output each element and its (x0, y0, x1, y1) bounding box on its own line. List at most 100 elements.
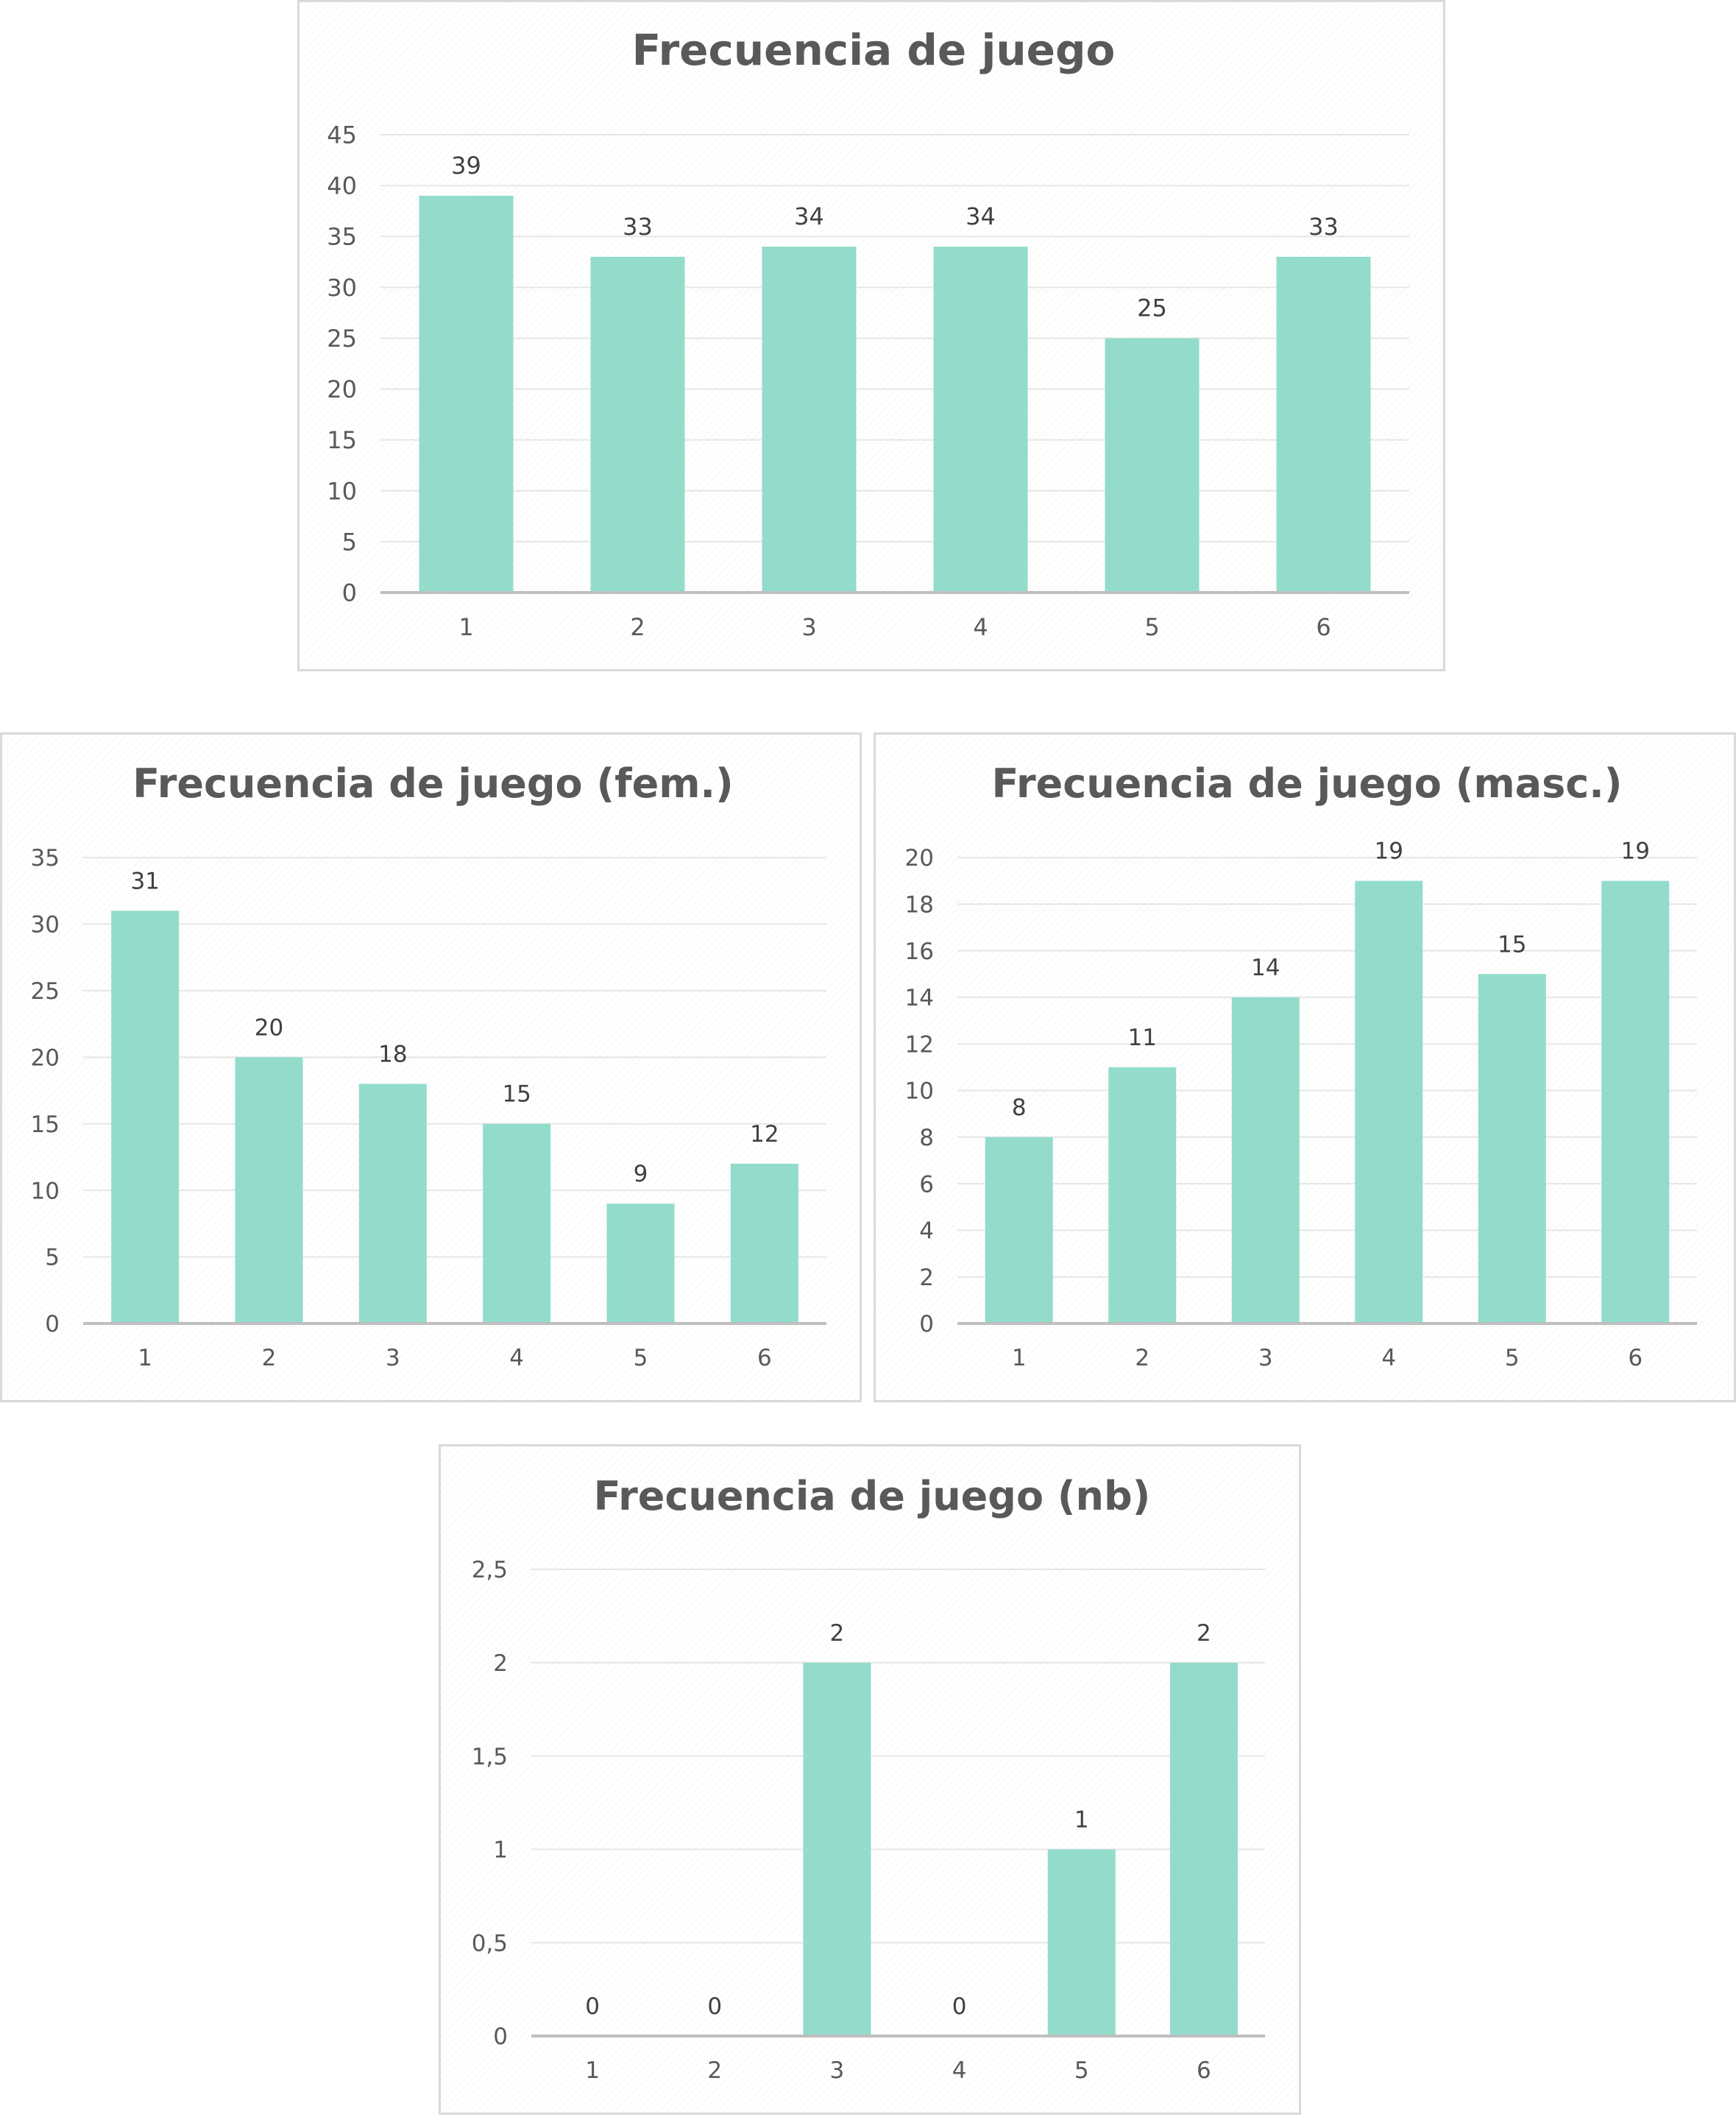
bar (419, 195, 514, 593)
y-tick-label: 6 (919, 1171, 934, 1198)
x-tick-label: 3 (1258, 1345, 1273, 1371)
data-label: 0 (585, 1993, 600, 2020)
y-tick-label: 45 (327, 121, 357, 149)
data-label: 25 (1137, 294, 1167, 322)
y-tick-label: 0 (45, 1311, 60, 1337)
y-tick-label: 5 (45, 1245, 60, 1271)
bar (1355, 880, 1423, 1323)
y-tick-label: 16 (905, 939, 934, 965)
x-tick-label: 2 (262, 1345, 277, 1371)
chart-total: Frecuencia de juego051015202530354045391… (327, 25, 1409, 641)
data-label: 2 (830, 1620, 845, 1647)
chart-panel-nb: Frecuencia de juego (nb) 0 0,5 1 1,5 2 2,5 0 1 0 2… (439, 1444, 1301, 2115)
y-tick-label: 25 (31, 978, 60, 1005)
y-tick-label: 10 (31, 1178, 60, 1204)
x-tick-label: 5 (1144, 613, 1159, 641)
data-label: 15 (502, 1081, 531, 1108)
x-tick-label: 2 (707, 2057, 722, 2084)
y-tick-label: 15 (31, 1111, 60, 1138)
data-label: 12 (750, 1121, 779, 1148)
bar (933, 247, 1028, 593)
y-tick-label: 10 (905, 1078, 934, 1105)
y-tick-label: 8 (919, 1125, 934, 1151)
x-tick-label: 3 (830, 2057, 845, 2084)
data-label: 39 (451, 152, 481, 180)
bar (803, 1662, 871, 2036)
x-tick-label: 1 (458, 613, 473, 641)
y-tick-label: 15 (327, 426, 357, 454)
y-tick-label: 2 (493, 1650, 508, 1677)
chart-panel-fem: Frecuencia de juego (fem.) 0 5 10 15 20 25 30 35… (0, 732, 862, 1402)
bar (235, 1057, 303, 1323)
x-tick-label: 3 (801, 613, 816, 641)
y-tick-label: 2,5 (472, 1557, 508, 1583)
chart-title: Frecuencia de juego (masc.) (992, 760, 1623, 807)
bar (1478, 974, 1546, 1323)
y-tick-label: 14 (905, 985, 934, 1011)
data-label: 1 (1074, 1806, 1089, 1833)
chart-title: Frecuencia de juego (nb) (594, 1473, 1151, 1519)
x-tick-label: 6 (1197, 2057, 1211, 2084)
x-tick-label: 6 (1628, 1345, 1643, 1371)
y-tick-label: 1 (493, 1837, 508, 1864)
data-label: 8 (1012, 1095, 1027, 1121)
bar (483, 1123, 551, 1323)
y-tick-label: 2 (919, 1265, 934, 1291)
chart-fem: Frecuencia de juego (fem.)05101520253035… (31, 760, 826, 1371)
chart-title: Frecuencia de juego (fem.) (132, 760, 733, 807)
y-tick-label: 1,5 (472, 1744, 508, 1770)
y-tick-label: 20 (327, 375, 357, 403)
chart-nb: Frecuencia de juego (nb) 0 0,5 1 1,5 2 2,5 0 1 0 2… (472, 1473, 1265, 2084)
x-tick-label: 1 (1012, 1345, 1027, 1371)
x-tick-label: 2 (1135, 1345, 1149, 1371)
data-label: 20 (255, 1014, 283, 1041)
data-label: 18 (378, 1041, 407, 1067)
bar (730, 1163, 798, 1323)
bar (1601, 880, 1670, 1323)
data-label: 15 (1498, 931, 1526, 958)
x-tick-label: 5 (634, 1345, 648, 1371)
bar (1105, 338, 1200, 593)
y-tick-label: 30 (31, 912, 60, 939)
data-label: 19 (1375, 838, 1403, 865)
bar (590, 256, 685, 593)
x-tick-label: 1 (585, 2057, 600, 2084)
y-tick-label: 20 (905, 845, 934, 872)
y-tick-label: 18 (905, 891, 934, 918)
data-label: 34 (966, 202, 996, 230)
bar (1108, 1067, 1177, 1323)
bar (1276, 256, 1371, 593)
data-label: 31 (130, 868, 159, 894)
x-tick-label: 3 (386, 1345, 400, 1371)
y-tick-label: 40 (327, 172, 357, 200)
chart-masc: Frecuencia de juego (masc.)0246810121416… (905, 760, 1697, 1371)
x-tick-label: 5 (1074, 2057, 1089, 2084)
y-tick-label: 0 (342, 579, 357, 607)
y-tick-label: 20 (31, 1045, 60, 1071)
x-tick-label: 4 (1381, 1345, 1396, 1371)
y-tick-label: 5 (342, 528, 357, 556)
bar (358, 1084, 427, 1323)
data-label: 2 (1197, 1620, 1211, 1647)
bar (1047, 1849, 1116, 2036)
y-tick-label: 4 (919, 1218, 934, 1245)
data-label: 33 (623, 213, 653, 241)
x-tick-label: 1 (138, 1345, 152, 1371)
y-tick-label: 35 (327, 223, 357, 251)
chart-title: Frecuencia de juego (632, 25, 1116, 75)
y-tick-label: 25 (327, 325, 357, 353)
y-tick-label: 0 (493, 2024, 508, 2050)
data-label: 14 (1251, 955, 1280, 981)
x-tick-label: 2 (630, 613, 645, 641)
x-tick-label: 4 (509, 1345, 524, 1371)
y-tick-label: 12 (905, 1031, 934, 1058)
x-tick-label: 6 (1316, 613, 1331, 641)
bar (1169, 1662, 1238, 2036)
x-tick-label: 5 (1505, 1345, 1520, 1371)
bar (111, 911, 180, 1323)
y-tick-label: 35 (31, 845, 60, 872)
data-label: 34 (794, 202, 824, 230)
y-tick-label: 0,5 (472, 1930, 508, 1957)
data-label: 11 (1128, 1025, 1157, 1051)
chart-panel-masc: Frecuencia de juego (masc.) 0 2 4 6 8 10 12 14 16… (874, 732, 1736, 1402)
